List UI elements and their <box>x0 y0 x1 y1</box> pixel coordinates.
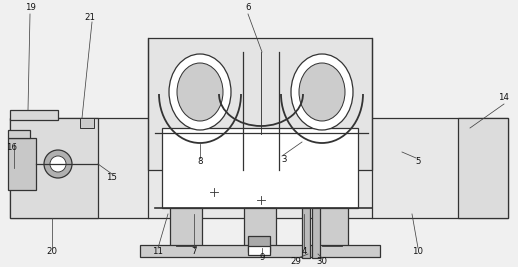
Bar <box>140 245 380 257</box>
Bar <box>10 110 58 120</box>
Text: 20: 20 <box>47 248 57 257</box>
Text: 4: 4 <box>301 248 307 257</box>
Bar <box>8 130 30 138</box>
Bar <box>148 38 372 170</box>
Circle shape <box>50 156 66 172</box>
Bar <box>244 208 276 248</box>
Bar <box>248 236 270 252</box>
Text: 11: 11 <box>152 248 164 257</box>
Bar <box>458 118 508 218</box>
Bar <box>10 118 98 218</box>
Bar <box>80 118 94 128</box>
Ellipse shape <box>169 54 231 130</box>
Bar <box>170 208 202 248</box>
Text: 6: 6 <box>245 3 251 13</box>
Bar <box>302 208 310 258</box>
Text: 9: 9 <box>260 253 265 262</box>
Text: 29: 29 <box>291 257 301 266</box>
Text: 19: 19 <box>24 3 35 13</box>
Text: 30: 30 <box>316 257 327 266</box>
Bar <box>10 118 508 218</box>
Text: 10: 10 <box>412 248 424 257</box>
Text: 21: 21 <box>84 14 95 22</box>
Text: 16: 16 <box>7 143 18 152</box>
Bar <box>162 128 358 208</box>
Ellipse shape <box>299 63 345 121</box>
Bar <box>248 246 270 255</box>
Text: 14: 14 <box>498 93 510 103</box>
Text: 15: 15 <box>107 174 118 183</box>
Text: 8: 8 <box>197 158 203 167</box>
Ellipse shape <box>177 63 223 121</box>
Bar <box>316 208 348 248</box>
Ellipse shape <box>291 54 353 130</box>
Text: 5: 5 <box>415 158 421 167</box>
Bar <box>312 208 320 258</box>
Circle shape <box>44 150 72 178</box>
Text: 3: 3 <box>281 155 287 164</box>
Text: 7: 7 <box>191 248 197 257</box>
Bar <box>8 138 36 190</box>
